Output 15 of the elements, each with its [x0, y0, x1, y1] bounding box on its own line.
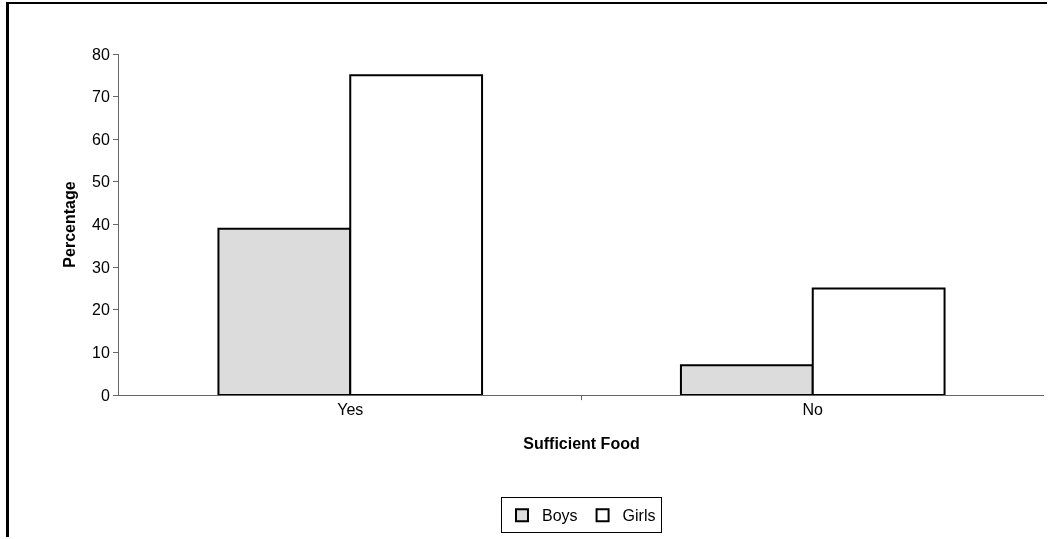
y-tick-label: 50 [92, 173, 110, 191]
y-tick-label: 30 [92, 258, 110, 276]
legend-label: Girls [622, 507, 656, 525]
y-tick-label: 70 [92, 88, 110, 106]
legend-label: Boys [542, 507, 578, 525]
x-tick-label: No [802, 401, 824, 419]
y-axis-title: Percentage [60, 181, 78, 268]
y-tick-label: 0 [100, 386, 110, 404]
y-tick-label: 40 [92, 216, 110, 234]
y-tick-label: 60 [92, 130, 110, 148]
x-tick-label: Yes [337, 401, 364, 419]
y-tick-label: 80 [92, 45, 110, 63]
y-tick-label: 20 [92, 301, 110, 319]
x-axis-title: Sufficient Food [523, 434, 640, 452]
y-tick-label: 10 [92, 343, 110, 361]
